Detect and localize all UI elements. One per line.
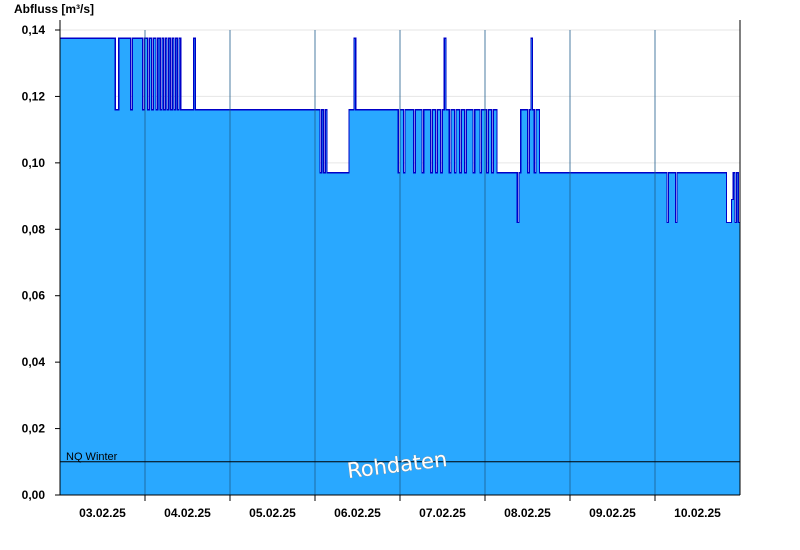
x-tick-label: 06.02.25 <box>334 506 381 520</box>
y-tick-label: 0,04 <box>22 355 46 369</box>
y-tick-labels: 0,00 0,02 0,04 0,06 0,08 0,10 0,12 0,14 <box>22 23 46 502</box>
reference-line-group: NQ Winter <box>60 451 740 463</box>
x-tick-label: 09.02.25 <box>589 506 636 520</box>
x-tick-label: 08.02.25 <box>504 506 551 520</box>
x-tick-labels: 03.02.25 04.02.25 05.02.25 06.02.25 07.02.25… <box>79 506 721 520</box>
x-tick-label: 07.02.25 <box>419 506 466 520</box>
y-tick-label: 0,14 <box>22 23 46 37</box>
y-tick-label: 0,10 <box>22 156 46 170</box>
discharge-line <box>60 37 740 224</box>
day-boundary-lines <box>144 30 656 495</box>
nq-winter-label: NQ Winter <box>66 451 118 463</box>
y-tick-label: 0,00 <box>22 488 46 502</box>
x-tick-label: 05.02.25 <box>249 506 296 520</box>
y-tick-label: 0,02 <box>22 422 46 436</box>
axes <box>55 20 741 501</box>
y-tick-label: 0,06 <box>22 289 46 303</box>
y-tick-label: 0,12 <box>22 89 46 103</box>
x-tick-label: 10.02.25 <box>674 506 721 520</box>
y-axis-label: Abfluss [m³/s] <box>14 2 94 16</box>
x-tick-label: 03.02.25 <box>79 506 126 520</box>
y-tick-label: 0,08 <box>22 222 46 236</box>
x-tick-label: 04.02.25 <box>164 506 211 520</box>
